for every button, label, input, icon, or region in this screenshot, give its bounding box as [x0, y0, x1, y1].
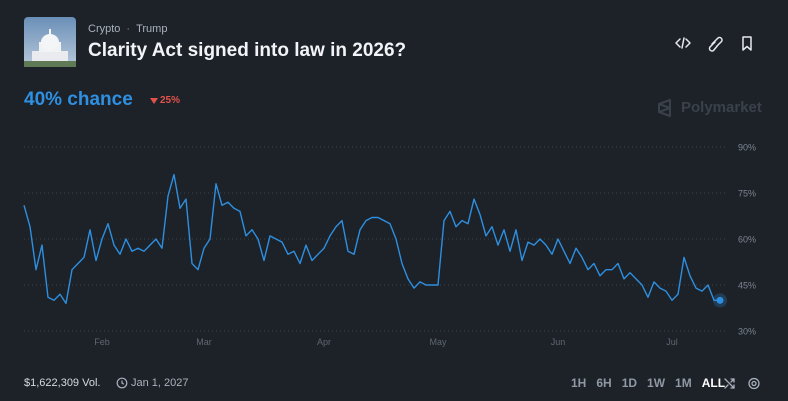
shuffle-button[interactable] [724, 378, 735, 389]
market-image [24, 17, 76, 67]
brand: Polymarket [681, 99, 762, 116]
y-tick-label: 75% [738, 189, 756, 199]
x-tick-label: Apr [317, 337, 331, 347]
x-tick-label: May [429, 337, 447, 347]
category[interactable]: Crypto [88, 23, 121, 35]
y-tick-label: 90% [738, 143, 756, 153]
breadcrumb: CryptoTrump [88, 23, 167, 35]
bookmark-button[interactable] [742, 36, 752, 51]
range-button[interactable]: 1H [571, 376, 587, 390]
end-date: Jan 1, 2027 [131, 377, 189, 389]
market-title: Clarity Act signed into law in 2026? [88, 40, 407, 61]
x-tick-label: Jul [666, 337, 678, 347]
action-icons [675, 36, 752, 52]
range-button[interactable]: 1D [621, 376, 638, 390]
y-tick-label: 45% [738, 281, 756, 291]
link-button[interactable] [708, 36, 723, 52]
price-line [23, 173, 720, 305]
range-button[interactable]: 1M [675, 376, 692, 390]
chart-tools [724, 377, 760, 390]
down-arrow [150, 98, 158, 104]
range-button[interactable]: 6H [596, 376, 612, 390]
x-tick-label: Jun [551, 337, 566, 347]
clock-icon [116, 377, 128, 389]
current-point [716, 296, 724, 304]
range-button[interactable]: ALL [701, 376, 726, 390]
embed-button[interactable] [675, 37, 691, 49]
x-tick-label: Feb [94, 337, 110, 347]
price-chart: 30% 45% 60% 75% 90% Feb Mar Apr May Jun Jul [23, 143, 756, 347]
settings-button[interactable] [748, 377, 760, 390]
y-tick-label: 60% [738, 235, 756, 245]
range-button[interactable]: 1W [647, 376, 666, 390]
change: 25% [160, 95, 181, 106]
chance: 40% chance [24, 89, 133, 110]
range-selector: 1H 6H 1D 1W 1M ALL [566, 376, 730, 390]
brand-logo [658, 99, 671, 117]
tag[interactable]: Trump [120, 23, 167, 35]
volume: $1,622,309 Vol. [24, 377, 101, 389]
x-tick-label: Mar [196, 337, 212, 347]
y-tick-label: 30% [738, 327, 756, 337]
